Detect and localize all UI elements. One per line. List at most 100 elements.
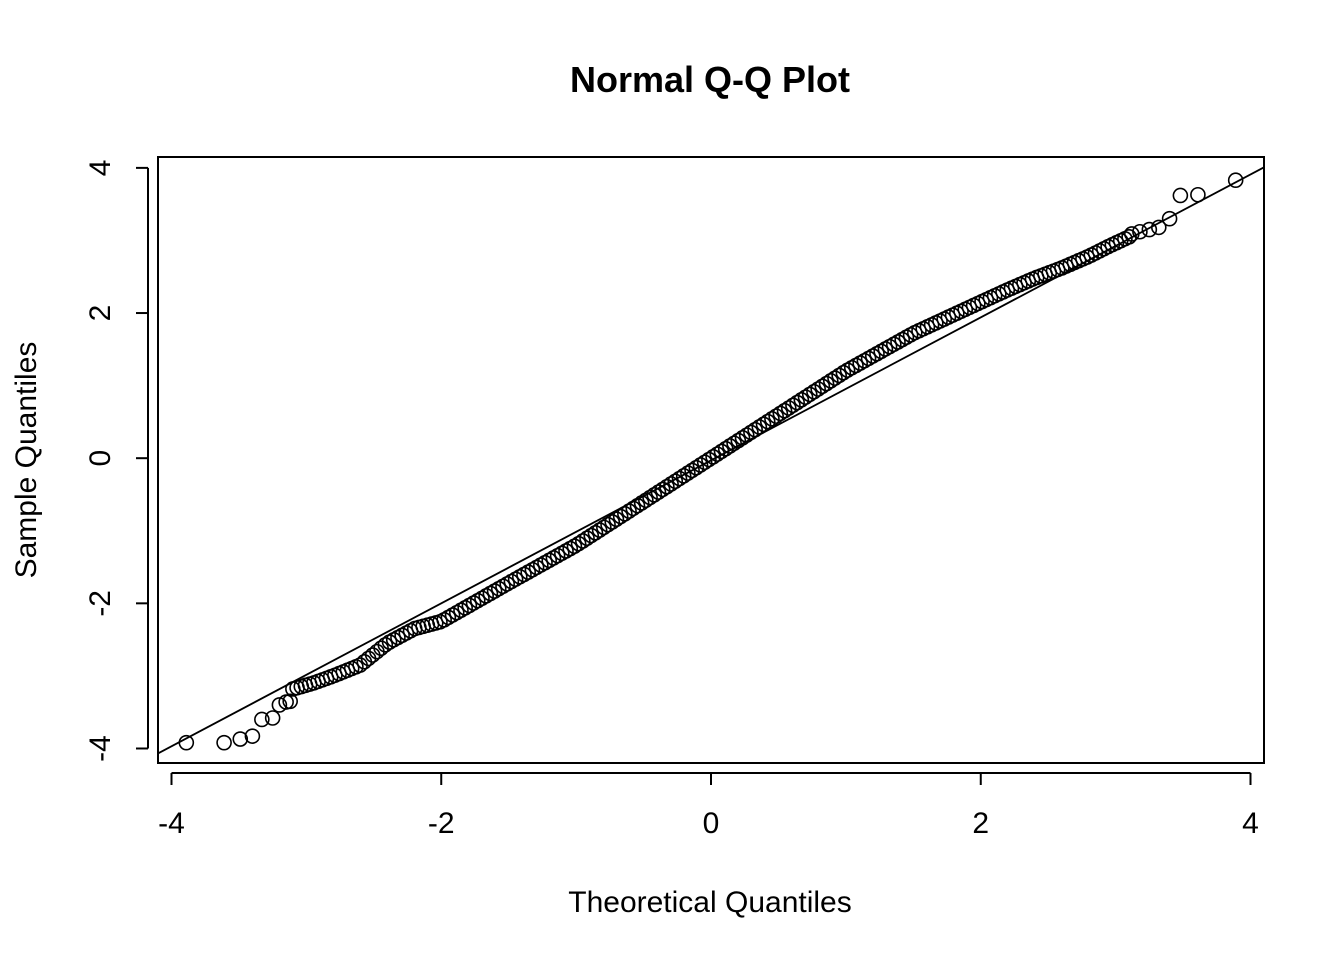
data-point [772, 405, 789, 422]
data-point [722, 438, 738, 454]
data-point [734, 430, 751, 446]
data-point [747, 421, 763, 438]
data-point [726, 435, 742, 452]
plot-frame [157, 156, 1265, 764]
data-point [633, 495, 650, 511]
data-point [1150, 219, 1167, 236]
data-point [789, 394, 805, 411]
data-point [684, 462, 700, 479]
x-tick-label: -2 [428, 807, 455, 840]
data-point [596, 519, 612, 536]
data-point [1141, 221, 1158, 238]
data-point [680, 465, 696, 481]
data-point [282, 693, 298, 710]
x-axis: -4 -2 0 2 4 [158, 772, 1259, 840]
data-point [692, 457, 709, 473]
data-point [591, 522, 608, 538]
data-point [785, 397, 801, 414]
data-point [797, 389, 814, 405]
data-point [705, 449, 721, 465]
y-tick-label: -4 [84, 735, 117, 762]
data-point [696, 454, 713, 471]
data-point [583, 527, 600, 544]
y-axis: -4 -2 0 2 4 [84, 160, 149, 762]
data-point [776, 402, 793, 419]
data-point [612, 508, 629, 525]
chart-title: Normal Q-Q Plot [570, 59, 850, 100]
data-point [621, 503, 637, 519]
data-point [801, 386, 818, 403]
data-point [671, 470, 688, 487]
data-point [1132, 223, 1148, 240]
data-point [178, 734, 195, 751]
data-point [717, 440, 734, 457]
data-point [654, 481, 671, 498]
data-point [377, 637, 394, 653]
data-point [810, 381, 826, 397]
data-point [575, 533, 591, 549]
data-point [216, 734, 232, 751]
data-point [638, 492, 654, 509]
data-point [831, 367, 847, 384]
data-point [743, 424, 759, 441]
data-point [264, 710, 281, 726]
data-point [764, 411, 780, 427]
y-tick-label: -2 [84, 590, 117, 617]
data-point [1124, 226, 1140, 242]
data-point [675, 468, 692, 484]
data-point [646, 487, 663, 503]
data-point [759, 413, 776, 430]
data-point [713, 443, 730, 460]
data-point [604, 514, 621, 530]
data-point [738, 427, 755, 443]
data-point [818, 375, 835, 392]
x-tick-label: -4 [158, 807, 185, 840]
x-tick-label: 0 [703, 807, 720, 840]
data-point [751, 419, 768, 435]
data-point [730, 432, 747, 449]
data-point [271, 697, 288, 713]
x-tick-label: 4 [1242, 807, 1259, 840]
data-point [587, 525, 604, 541]
data-point [600, 516, 616, 533]
data-point [814, 378, 831, 395]
data-point [780, 400, 797, 416]
y-axis-label: Sample Quantiles [10, 342, 43, 579]
data-point [566, 538, 583, 555]
y-tick-label: 4 [84, 160, 117, 177]
data-point [232, 731, 249, 747]
data-point [617, 506, 633, 522]
data-point [793, 392, 810, 408]
data-point [659, 478, 675, 495]
data-point [254, 711, 270, 728]
data-point [1172, 187, 1189, 204]
x-axis-label: Theoretical Quantiles [568, 886, 851, 919]
data-point [1161, 210, 1178, 227]
y-tick-label: 2 [84, 305, 117, 322]
data-point [642, 489, 658, 506]
data-point [755, 416, 772, 433]
data-point [1190, 186, 1206, 203]
y-tick-label: 0 [84, 450, 117, 467]
data-point [608, 511, 625, 528]
data-point [709, 446, 726, 462]
data-points [178, 172, 1244, 751]
data-point [827, 370, 843, 386]
data-point [835, 364, 852, 381]
data-point [806, 383, 822, 400]
data-point [701, 451, 717, 468]
data-point [244, 728, 261, 744]
data-point [629, 497, 646, 514]
data-point [822, 373, 839, 389]
data-point [570, 535, 587, 552]
data-point [650, 484, 667, 500]
data-point [768, 408, 784, 424]
data-point [625, 500, 642, 517]
x-tick-label: 2 [972, 807, 989, 840]
data-point [663, 476, 679, 492]
data-point [688, 459, 705, 476]
data-point [1227, 172, 1244, 189]
data-point [579, 530, 595, 547]
data-point [667, 473, 684, 490]
